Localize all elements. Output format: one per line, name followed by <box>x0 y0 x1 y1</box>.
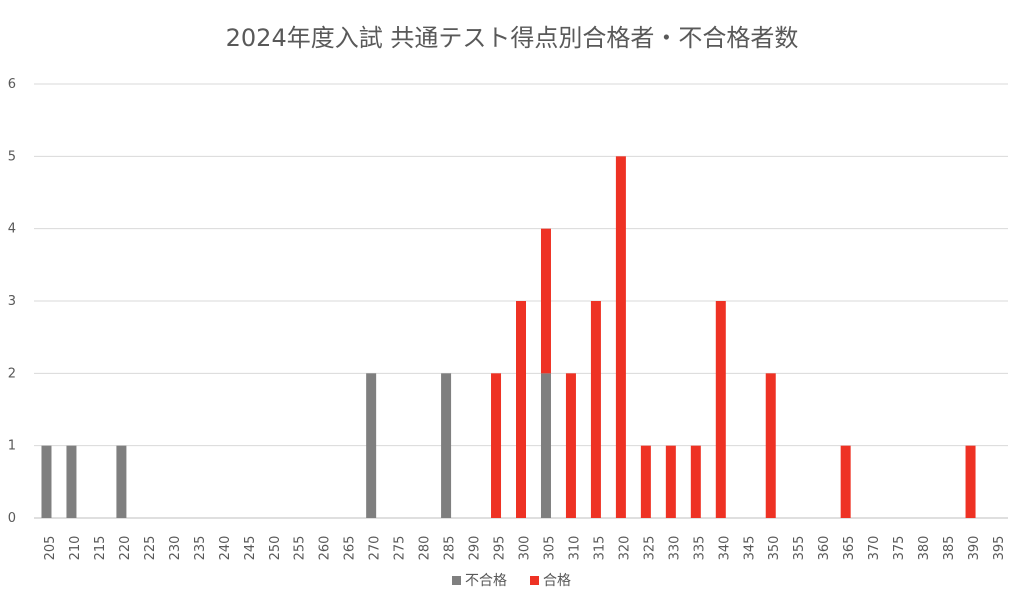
x-tick-label: 220 <box>118 536 133 561</box>
bar-不合格-270 <box>366 373 377 518</box>
x-tick-label: 290 <box>468 536 483 561</box>
legend-label-不合格: 不合格 <box>465 573 507 589</box>
y-tick-label: 2 <box>8 366 16 381</box>
bar-合格-315 <box>590 301 601 518</box>
bar-合格-310 <box>565 373 576 518</box>
x-tick-label: 245 <box>243 536 258 561</box>
x-tick-label: 285 <box>443 536 458 561</box>
bar-合格-330 <box>665 445 676 518</box>
bar-合格-295 <box>491 373 502 518</box>
x-tick-label: 385 <box>942 536 957 561</box>
x-tick-label: 380 <box>917 536 932 561</box>
x-tick-label: 350 <box>767 536 782 561</box>
bar-合格-365 <box>840 445 851 518</box>
x-tick-label: 375 <box>892 536 907 561</box>
x-tick-label: 310 <box>567 536 582 561</box>
x-tick-label: 345 <box>742 536 757 561</box>
bar-不合格-210 <box>66 445 77 518</box>
chart-title: 2024年度入試 共通テスト得点別合格者・不合格者数 <box>225 24 799 52</box>
x-tick-label: 275 <box>393 536 408 561</box>
bar-合格-305 <box>540 228 551 374</box>
bar-合格-325 <box>640 445 651 518</box>
x-tick-label: 370 <box>867 536 882 561</box>
y-tick-label: 4 <box>8 222 16 237</box>
x-tick-label: 330 <box>667 536 682 561</box>
x-tick-label: 205 <box>43 536 58 561</box>
x-tick-label: 390 <box>967 536 982 561</box>
x-tick-label: 300 <box>518 536 533 561</box>
bar-合格-300 <box>516 301 526 518</box>
y-tick-label: 6 <box>8 77 16 92</box>
y-tick-label: 3 <box>8 294 16 309</box>
x-tick-label: 215 <box>93 536 108 561</box>
x-tick-label: 325 <box>642 536 657 561</box>
x-tick-label: 295 <box>493 536 508 561</box>
legend-swatch-不合格 <box>452 576 461 585</box>
bar-不合格-220 <box>116 445 127 518</box>
bar-合格-340 <box>715 301 726 518</box>
bar-不合格-285 <box>441 373 452 518</box>
y-tick-label: 5 <box>8 149 16 164</box>
x-tick-label: 315 <box>592 536 607 561</box>
bar-合格-390 <box>965 445 976 518</box>
x-tick-label: 255 <box>293 536 308 561</box>
x-tick-label: 395 <box>992 536 1007 561</box>
x-tick-label: 265 <box>343 536 358 561</box>
bar-合格-350 <box>765 373 776 518</box>
x-tick-label: 225 <box>143 536 158 561</box>
x-tick-label: 260 <box>318 536 333 561</box>
x-tick-label: 365 <box>842 536 857 561</box>
x-tick-label: 335 <box>692 536 707 561</box>
x-tick-label: 210 <box>68 536 83 561</box>
y-tick-label: 1 <box>8 439 16 454</box>
x-tick-label: 340 <box>717 536 732 561</box>
bar-不合格-305 <box>540 373 551 518</box>
x-tick-label: 230 <box>168 536 183 561</box>
x-tick-label: 360 <box>817 536 832 561</box>
bar-合格-335 <box>690 445 701 518</box>
x-tick-label: 270 <box>368 536 383 561</box>
x-tick-label: 240 <box>218 536 233 561</box>
y-tick-label: 0 <box>8 511 16 526</box>
bar-不合格-205 <box>41 445 52 518</box>
legend-swatch-合格 <box>530 576 539 585</box>
x-tick-label: 305 <box>542 536 557 561</box>
x-tick-label: 235 <box>193 536 208 561</box>
legend-label-合格: 合格 <box>543 573 571 589</box>
x-tick-label: 280 <box>418 536 433 561</box>
x-tick-label: 320 <box>617 536 632 561</box>
x-tick-label: 250 <box>268 536 283 561</box>
x-tick-label: 355 <box>792 536 807 561</box>
bar-合格-320 <box>615 156 626 519</box>
